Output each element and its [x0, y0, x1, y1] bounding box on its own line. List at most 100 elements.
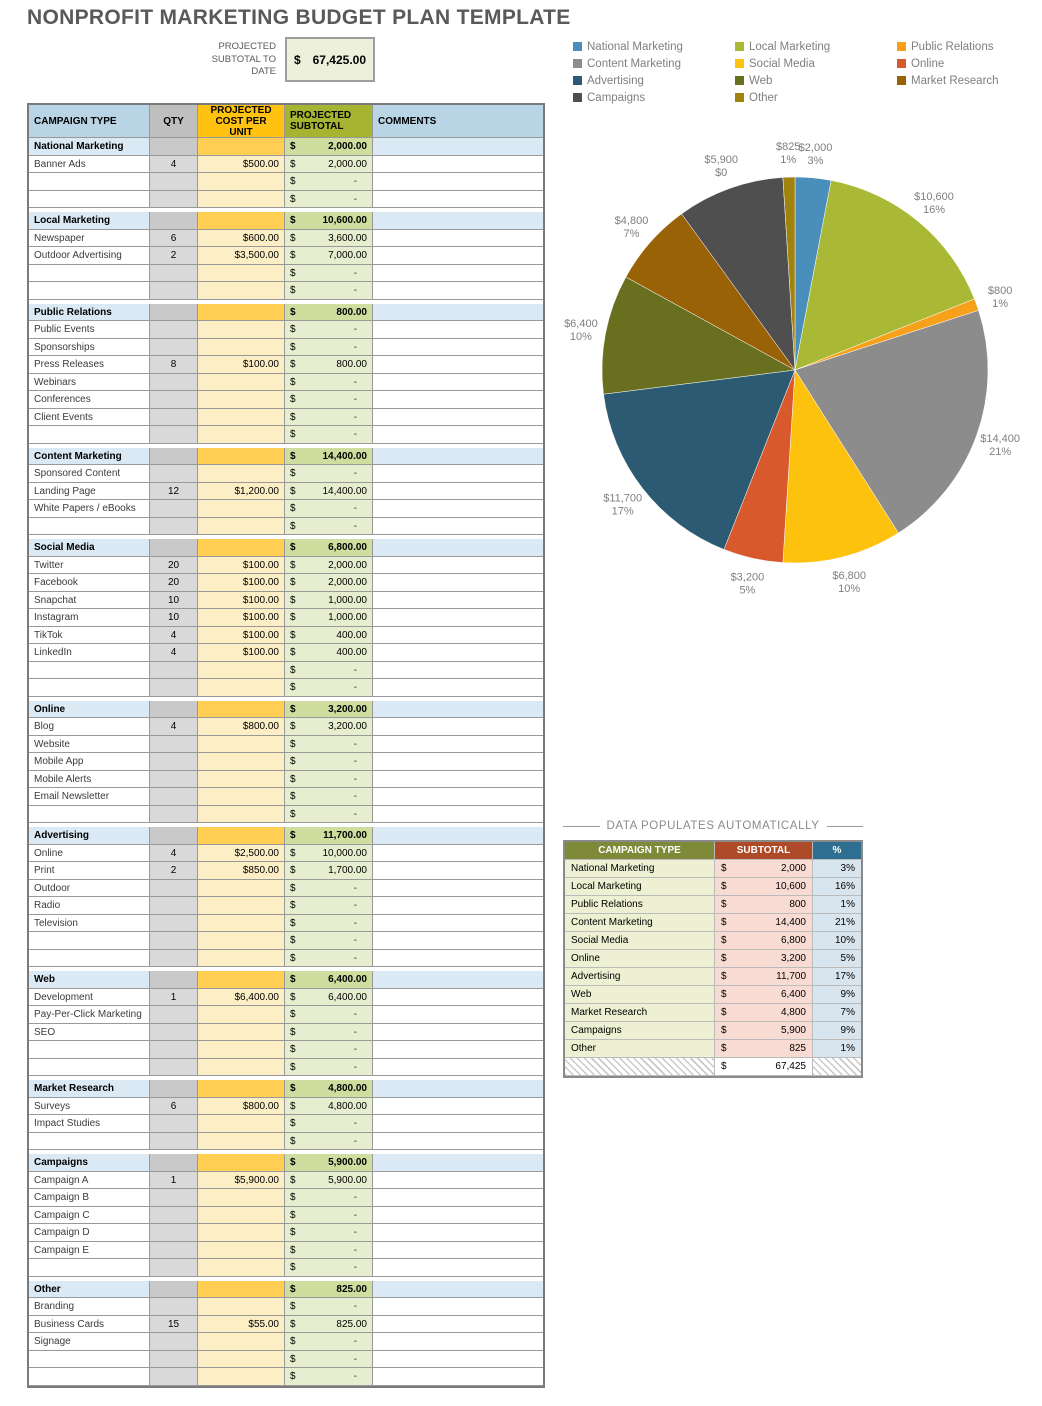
qty-cell[interactable]: 10 [150, 591, 198, 609]
qty-cell[interactable] [150, 264, 198, 282]
summary-campaign-cell[interactable]: Public Relations [565, 896, 715, 914]
comments-cell[interactable] [373, 321, 543, 339]
campaign-cell[interactable]: Snapchat [29, 591, 150, 609]
campaign-cell[interactable]: Landing Page [29, 482, 150, 500]
subtotal-cell[interactable]: $ - [285, 391, 373, 409]
campaign-cell[interactable]: Branding [29, 1298, 150, 1316]
campaign-cell[interactable]: Impact Studies [29, 1115, 150, 1133]
qty-cell[interactable]: 20 [150, 574, 198, 592]
cost-cell[interactable]: $100.00 [198, 609, 285, 627]
cost-cell[interactable] [198, 500, 285, 518]
cost-cell[interactable] [198, 679, 285, 697]
campaign-cell[interactable]: Blog [29, 718, 150, 736]
summary-subtotal-cell[interactable]: $6,400 [715, 986, 813, 1004]
subtotal-cell[interactable]: $ - [285, 1333, 373, 1351]
qty-cell[interactable] [150, 1259, 198, 1277]
subtotal-cell[interactable]: $ - [285, 679, 373, 697]
summary-subtotal-cell[interactable]: $5,900 [715, 1022, 813, 1040]
comments-cell[interactable] [373, 914, 543, 932]
cost-cell[interactable] [198, 282, 285, 300]
subtotal-cell[interactable]: $ - [285, 408, 373, 426]
qty-cell[interactable] [150, 1154, 198, 1172]
subtotal-cell[interactable]: $825.00 [285, 1315, 373, 1333]
comments-cell[interactable] [373, 338, 543, 356]
subtotal-cell[interactable]: $5,900.00 [285, 1171, 373, 1189]
qty-cell[interactable]: 4 [150, 718, 198, 736]
qty-cell[interactable] [150, 190, 198, 208]
campaign-cell[interactable]: Campaigns [29, 1154, 150, 1172]
subtotal-cell[interactable]: $3,200.00 [285, 700, 373, 718]
subtotal-cell[interactable]: $10,000.00 [285, 844, 373, 862]
campaign-cell[interactable]: Other [29, 1280, 150, 1298]
comments-cell[interactable] [373, 700, 543, 718]
cost-cell[interactable]: $1,200.00 [198, 482, 285, 500]
qty-cell[interactable] [150, 138, 198, 156]
cost-cell[interactable] [198, 897, 285, 915]
cost-cell[interactable] [198, 539, 285, 557]
summary-subtotal-cell[interactable]: $4,800 [715, 1004, 813, 1022]
comments-cell[interactable] [373, 1206, 543, 1224]
summary-campaign-cell[interactable]: Web [565, 986, 715, 1004]
cost-cell[interactable] [198, 1368, 285, 1386]
cost-cell[interactable]: $800.00 [198, 1097, 285, 1115]
qty-cell[interactable] [150, 212, 198, 230]
campaign-cell[interactable]: Pay-Per-Click Marketing [29, 1006, 150, 1024]
campaign-cell[interactable] [29, 1259, 150, 1277]
campaign-cell[interactable]: Local Marketing [29, 212, 150, 230]
campaign-cell[interactable]: Webinars [29, 373, 150, 391]
qty-cell[interactable] [150, 661, 198, 679]
comments-cell[interactable] [373, 591, 543, 609]
subtotal-cell[interactable]: $400.00 [285, 626, 373, 644]
comments-cell[interactable] [373, 482, 543, 500]
comments-cell[interactable] [373, 735, 543, 753]
subtotal-cell[interactable]: $5,900.00 [285, 1154, 373, 1172]
comments-cell[interactable] [373, 465, 543, 483]
qty-cell[interactable] [150, 391, 198, 409]
campaign-cell[interactable]: Sponsored Content [29, 465, 150, 483]
campaign-cell[interactable] [29, 661, 150, 679]
cost-cell[interactable] [198, 1023, 285, 1041]
cost-cell[interactable] [198, 465, 285, 483]
campaign-cell[interactable]: Development [29, 988, 150, 1006]
cost-cell[interactable]: $600.00 [198, 229, 285, 247]
subtotal-cell[interactable]: $ - [285, 1368, 373, 1386]
comments-cell[interactable] [373, 827, 543, 845]
campaign-cell[interactable]: Twitter [29, 556, 150, 574]
comments-cell[interactable] [373, 661, 543, 679]
comments-cell[interactable] [373, 173, 543, 191]
qty-cell[interactable] [150, 447, 198, 465]
campaign-cell[interactable]: Online [29, 844, 150, 862]
campaign-cell[interactable]: Website [29, 735, 150, 753]
cost-cell[interactable]: $800.00 [198, 718, 285, 736]
campaign-cell[interactable]: Client Events [29, 408, 150, 426]
comments-cell[interactable] [373, 1333, 543, 1351]
cost-cell[interactable] [198, 1132, 285, 1150]
cost-cell[interactable] [198, 914, 285, 932]
comments-cell[interactable] [373, 862, 543, 880]
summary-pct-cell[interactable]: 1% [813, 896, 861, 914]
cost-cell[interactable]: $6,400.00 [198, 988, 285, 1006]
comments-cell[interactable] [373, 626, 543, 644]
cost-cell[interactable] [198, 321, 285, 339]
qty-cell[interactable] [150, 1023, 198, 1041]
subtotal-cell[interactable]: $6,400.00 [285, 988, 373, 1006]
subtotal-cell[interactable]: $ - [285, 373, 373, 391]
cost-cell[interactable] [198, 1259, 285, 1277]
cost-cell[interactable] [198, 447, 285, 465]
campaign-cell[interactable] [29, 1041, 150, 1059]
campaign-cell[interactable]: Social Media [29, 539, 150, 557]
summary-subtotal-cell[interactable]: $2,000 [715, 860, 813, 878]
cost-cell[interactable] [198, 373, 285, 391]
cost-cell[interactable]: $100.00 [198, 574, 285, 592]
comments-cell[interactable] [373, 879, 543, 897]
summary-campaign-cell[interactable]: Market Research [565, 1004, 715, 1022]
qty-cell[interactable]: 12 [150, 482, 198, 500]
qty-cell[interactable]: 10 [150, 609, 198, 627]
campaign-cell[interactable]: Advertising [29, 827, 150, 845]
campaign-cell[interactable]: Instagram [29, 609, 150, 627]
subtotal-cell[interactable]: $ - [285, 1041, 373, 1059]
cost-cell[interactable] [198, 408, 285, 426]
comments-cell[interactable] [373, 718, 543, 736]
campaign-cell[interactable]: Public Relations [29, 303, 150, 321]
campaign-cell[interactable]: Radio [29, 897, 150, 915]
